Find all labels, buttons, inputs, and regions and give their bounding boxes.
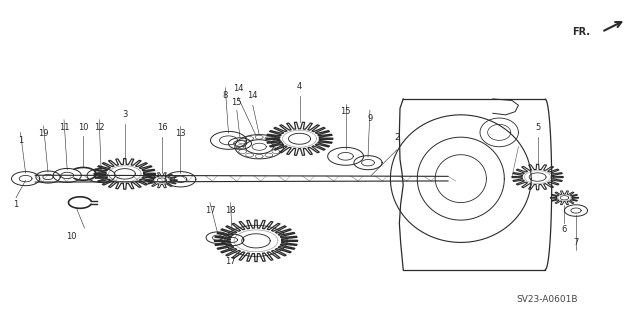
Text: 12: 12 xyxy=(94,123,104,132)
Text: 3: 3 xyxy=(122,110,127,119)
Text: 8: 8 xyxy=(223,91,228,100)
Text: FR.: FR. xyxy=(572,27,590,37)
Text: 15: 15 xyxy=(340,107,351,116)
Text: 2: 2 xyxy=(394,133,399,142)
Text: 13: 13 xyxy=(175,130,186,138)
Text: 17: 17 xyxy=(205,206,215,215)
Text: 11: 11 xyxy=(59,123,69,132)
Text: 14: 14 xyxy=(233,84,243,93)
Text: 15: 15 xyxy=(232,98,242,107)
Text: 10: 10 xyxy=(67,232,77,241)
Text: 4: 4 xyxy=(297,82,302,91)
Text: 5: 5 xyxy=(535,123,540,132)
Text: 1: 1 xyxy=(13,200,19,209)
Text: 17: 17 xyxy=(225,257,236,266)
Text: 14: 14 xyxy=(248,91,258,100)
Text: 19: 19 xyxy=(38,130,49,138)
Text: 9: 9 xyxy=(367,114,372,122)
Text: 7: 7 xyxy=(573,238,579,247)
Text: 10: 10 xyxy=(78,123,88,132)
Text: 16: 16 xyxy=(157,123,167,132)
Text: 1: 1 xyxy=(18,136,23,145)
Text: 18: 18 xyxy=(225,206,236,215)
Text: 6: 6 xyxy=(562,225,567,234)
Text: SV23-A0601B: SV23-A0601B xyxy=(516,295,578,304)
